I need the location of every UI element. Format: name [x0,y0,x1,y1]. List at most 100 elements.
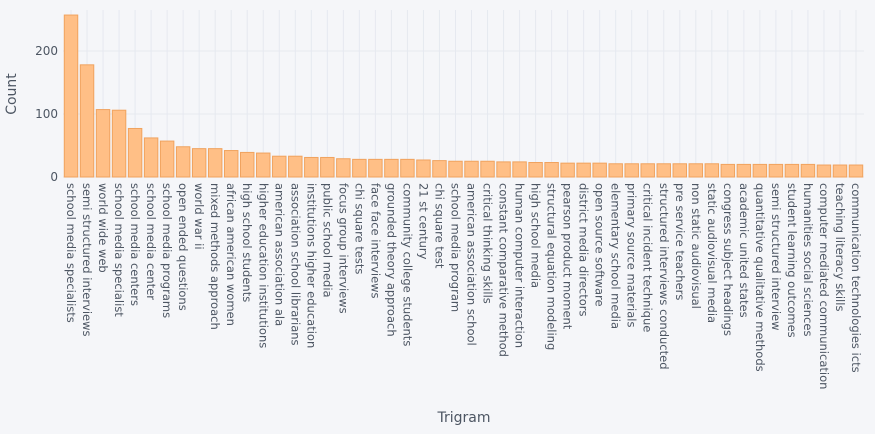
bar [608,163,623,178]
y-tick-label: 100 [35,107,58,121]
bar [79,64,95,178]
bar [400,158,415,178]
bar [800,163,816,178]
bar [688,163,704,178]
x-tick-label: district media directors [577,183,591,317]
x-tick-label: open ended questions [176,183,190,311]
bar [207,148,223,178]
bar [159,140,175,178]
y-tick-label: 200 [35,44,58,58]
grid-lines [63,10,864,178]
bar [464,160,479,178]
x-tick-label: constant comparative method [497,183,511,357]
bar [448,160,463,178]
bar [544,162,559,178]
x-tick-label: semi structured interviews [80,183,94,337]
x-tick-label: chi square tests [352,183,366,274]
bar [111,109,127,178]
x-tick-label: non static audiovisual [689,183,703,309]
bar [784,163,800,178]
bar [656,163,671,178]
bar [95,109,111,178]
bar [576,162,591,178]
bar [832,164,848,178]
y-tick-labels: 0 100 200 [35,44,58,184]
y-axis-label: Count [4,73,20,115]
bar [560,162,575,178]
bar [175,146,191,178]
x-tick-label: static audiovisual media [705,183,719,323]
x-tick-label: critical thinking skills [481,183,495,304]
bar [720,163,736,178]
x-tick-label: high school media [529,183,543,288]
x-tick-label: grounded theory approach [384,183,398,337]
x-tick-label: quantitative qualitative methods [753,183,767,372]
y-tick-label: 0 [50,170,58,184]
x-tick-label: elementary school media [609,183,623,329]
bar [368,158,383,178]
bar [592,162,607,178]
x-tick-label: student learning outcomes [785,183,799,338]
bar [143,137,159,178]
x-tick-label: open source software [593,183,607,307]
x-tick-label: school media programs [160,183,174,318]
bar [528,162,543,178]
bar [223,150,239,178]
bar [736,163,752,178]
x-tick-label: school media program [448,183,462,312]
x-tick-label: public school media [320,183,334,298]
x-tick-label: human computer interaction [513,183,527,348]
x-tick-label: 21 st century [416,183,430,260]
bar [704,163,720,178]
bars [63,14,864,178]
bar [304,156,319,178]
x-tick-label: critical incident technique [641,183,655,332]
x-tick-label: communication technologies icts [849,183,863,373]
x-tick-label: face face interviews [368,183,382,299]
bar [672,163,687,178]
x-tick-labels: school media specialists semi structured … [64,183,863,389]
x-tick-label: high school students [240,183,254,302]
bar [127,127,143,178]
bar [768,163,784,178]
bar [848,164,864,178]
bar [320,156,335,178]
x-tick-label: american association school [465,183,479,346]
bar [816,164,832,178]
x-tick-label: humanities social sciences [801,183,815,336]
x-tick-label: congress subject headings [721,183,735,336]
bar [256,152,271,178]
bar [63,14,79,178]
bar [336,158,351,178]
bar [352,158,367,178]
x-tick-label: school media center [144,183,158,300]
x-tick-label: american association ala [272,183,286,326]
bar [191,148,207,178]
x-tick-label: semi structured interview [769,183,783,331]
x-tick-label: community college students [400,183,414,346]
bar [752,163,768,178]
bar [416,159,431,178]
x-tick-label: academic united states [737,183,751,318]
x-tick-label: african american women [224,183,238,326]
x-tick-label: focus group interviews [336,183,350,314]
x-tick-label: primary source materials [625,183,639,328]
x-tick-label: pre service teachers [673,183,687,300]
bar [512,161,527,178]
x-tick-label: structural equation modeling [545,183,559,350]
x-tick-label: school media specialist [112,183,126,317]
bar [480,160,495,178]
x-tick-label: chi square test [432,183,446,269]
x-tick-label: pearson product moment [561,183,575,330]
x-tick-label: school media centers [128,183,142,306]
bar [288,155,303,178]
x-tick-label: structured interviews conducted [657,183,671,370]
x-tick-label: computer mediated communication [817,183,831,389]
bar [624,163,639,178]
x-tick-label: mixed methods approach [208,183,222,330]
bar [384,158,399,178]
bar [640,163,655,178]
